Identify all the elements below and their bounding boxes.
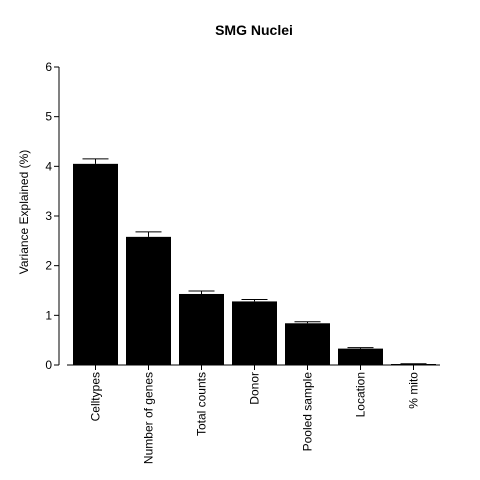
x-tick-label: Celltypes <box>89 372 103 421</box>
x-tick-label: Total counts <box>195 372 209 436</box>
y-tick-label: 6 <box>45 60 52 74</box>
bar <box>391 364 436 365</box>
bar <box>338 348 383 365</box>
y-tick-label: 3 <box>45 209 52 223</box>
y-axis: 0 1 2 3 4 5 6 <box>45 60 60 372</box>
x-tick-label: Location <box>354 372 368 417</box>
bar <box>285 323 330 365</box>
chart-title: SMG Nuclei <box>215 22 293 38</box>
y-axis-label: Variance Explained (%) <box>17 150 31 275</box>
y-tick-label: 2 <box>45 259 52 273</box>
x-tick-label: Donor <box>248 372 262 405</box>
bar <box>126 236 171 365</box>
x-axis <box>67 364 440 370</box>
y-tick-label: 5 <box>45 110 52 124</box>
y-tick-label: 1 <box>45 308 52 322</box>
error-bars <box>82 158 427 365</box>
bars <box>73 163 436 365</box>
bar <box>179 293 224 365</box>
y-tick-label: 0 <box>45 358 52 372</box>
x-tick-label: % mito <box>407 372 421 409</box>
category-labels: Celltypes Number of genes Total counts Dono… <box>89 372 421 464</box>
bar <box>232 301 277 365</box>
x-tick-label: Pooled sample <box>301 372 315 452</box>
x-tick-label: Number of genes <box>142 372 156 464</box>
y-tick-label: 4 <box>45 159 52 173</box>
bar <box>73 163 118 365</box>
